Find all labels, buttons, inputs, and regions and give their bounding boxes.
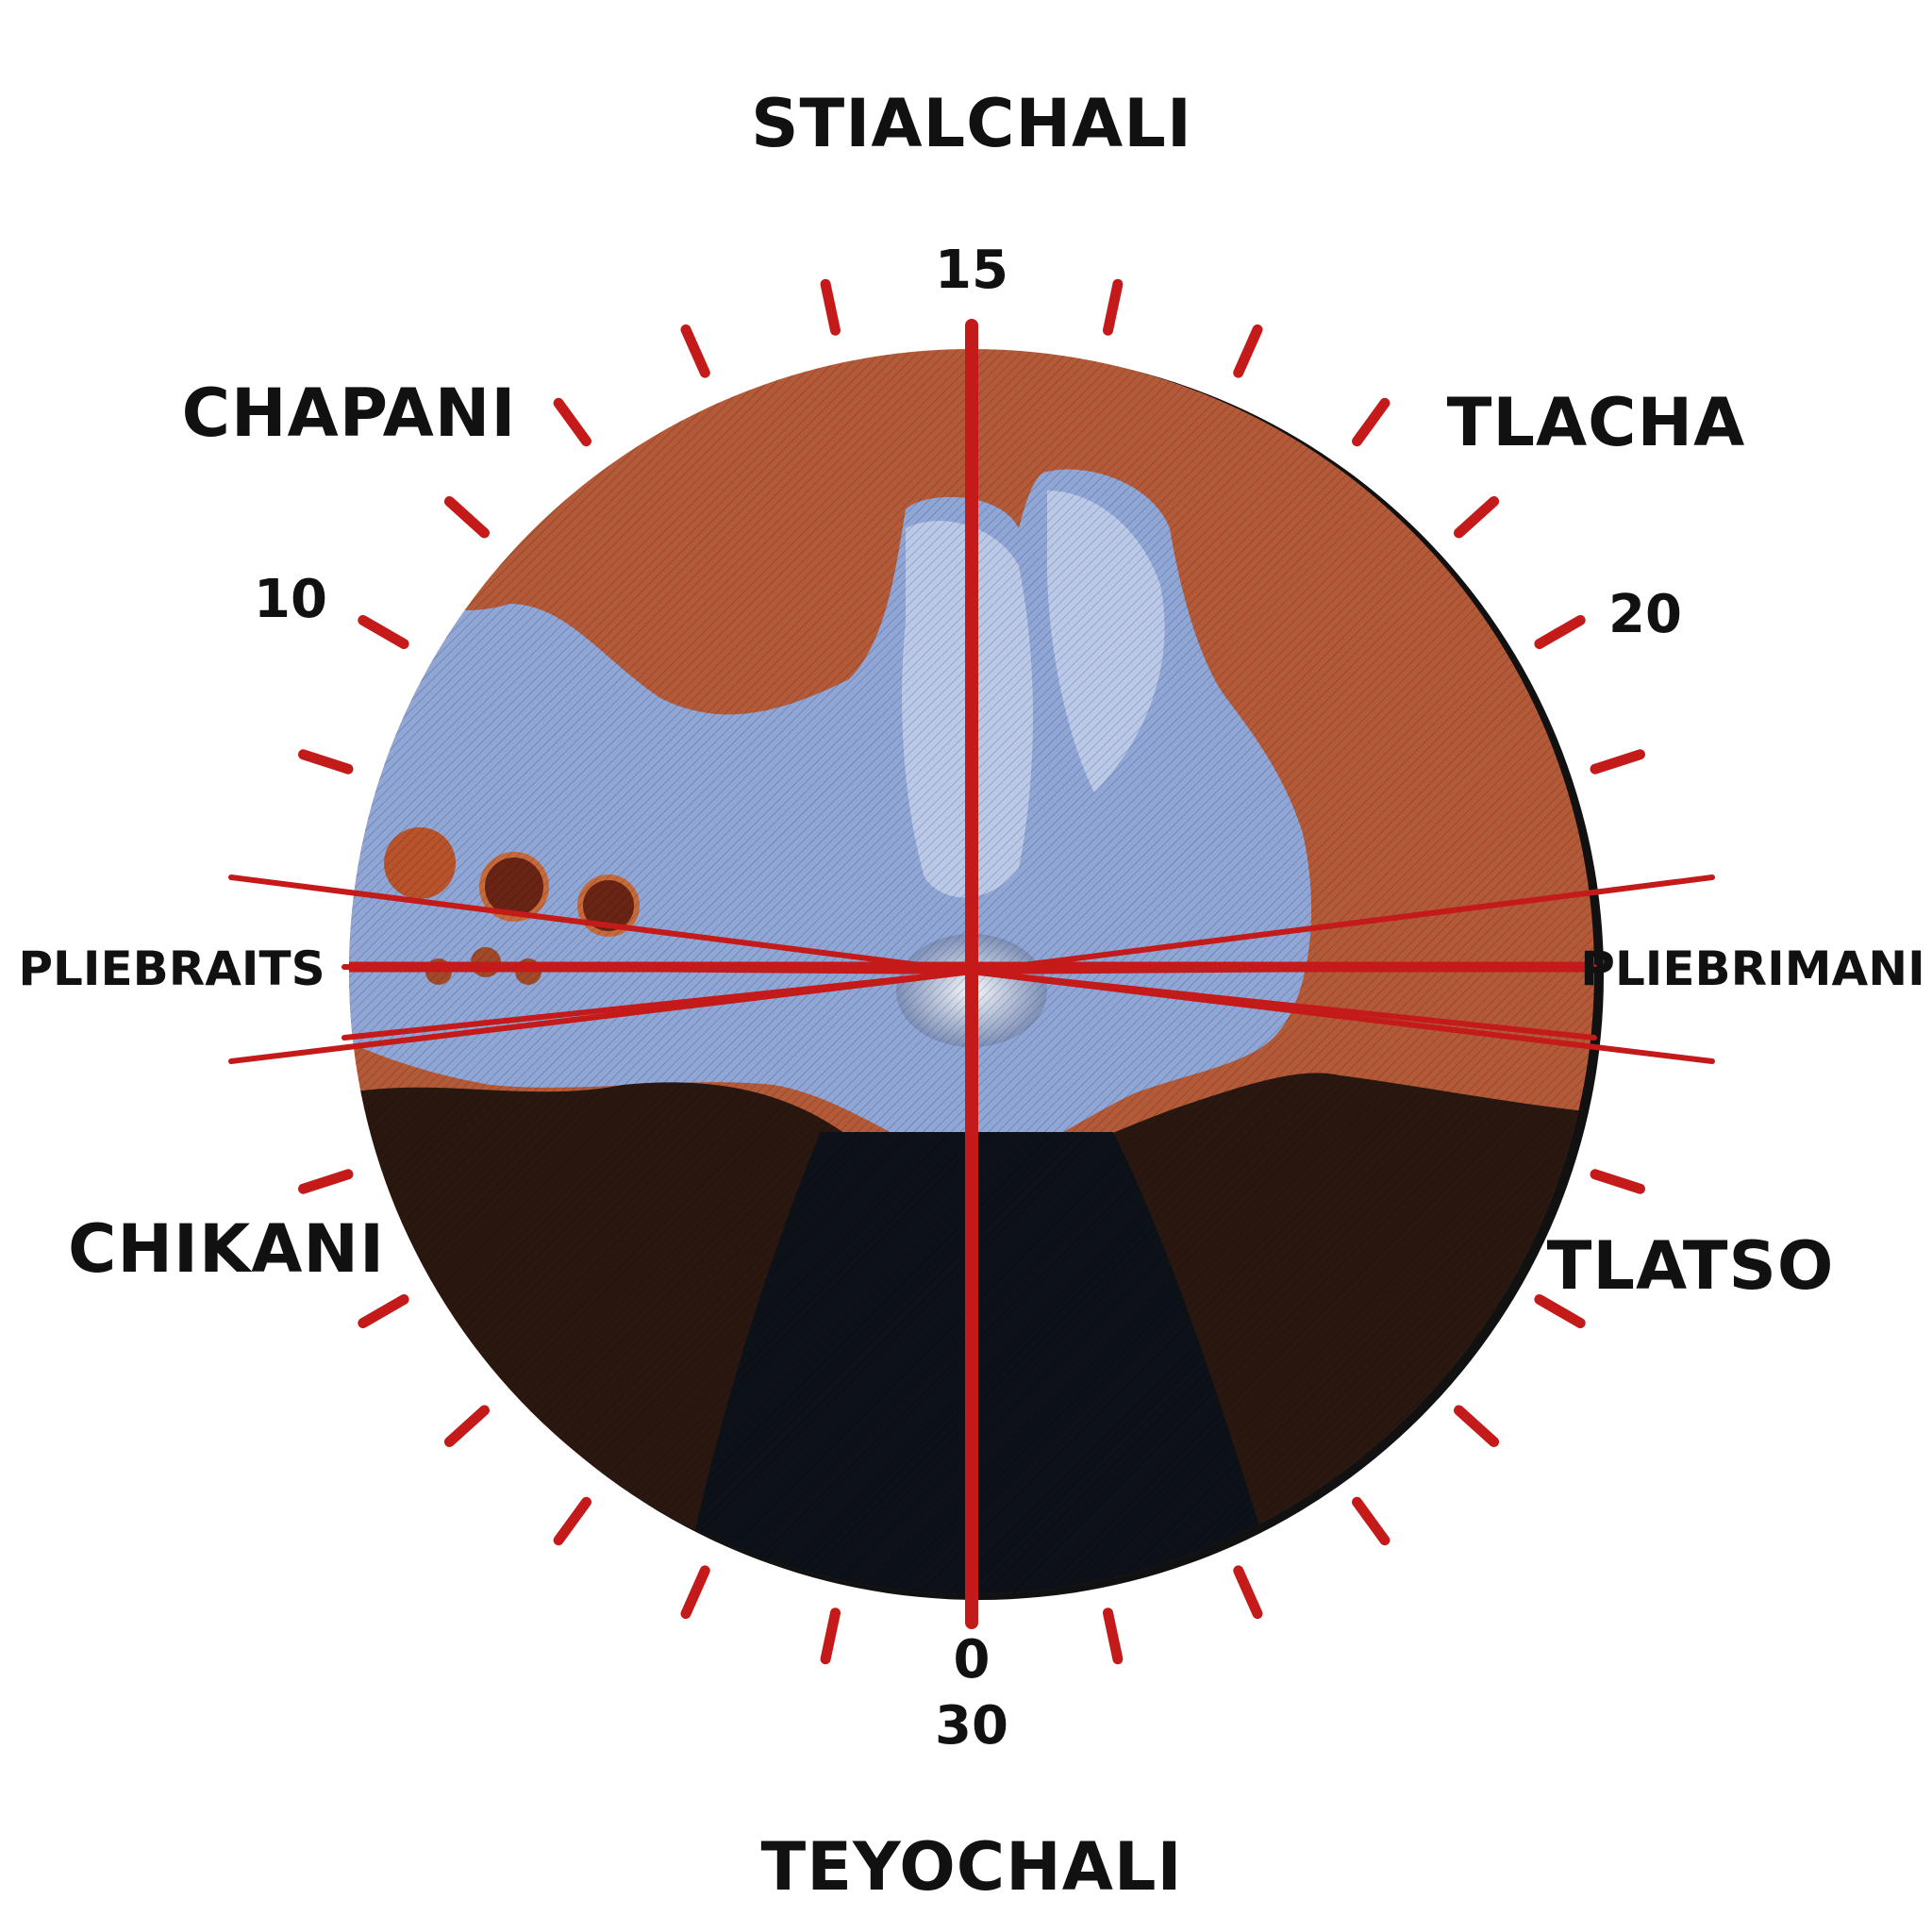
dial-tick (1352, 397, 1391, 447)
dial-tick (298, 1169, 354, 1194)
hour-number-top: 15 (935, 240, 1008, 301)
dial-tick (358, 615, 409, 649)
dial-tick (680, 324, 710, 378)
dial-tick (1352, 1496, 1391, 1546)
hour-number-left: 10 (254, 569, 327, 630)
dial-tick (1454, 496, 1500, 539)
dial-tick (1103, 278, 1124, 336)
dial-tick (358, 1294, 409, 1328)
label-north: STIALCHALI (751, 85, 1192, 162)
label-east: PLIEBRIMANI (1580, 941, 1924, 996)
dial-tick (1233, 324, 1263, 378)
dial-tick (1590, 749, 1645, 774)
label-west: PLIEBRAITS (18, 941, 325, 996)
hour-number-bottom-inner: 0 (954, 1629, 991, 1690)
dial-tick (553, 397, 591, 447)
dial-tick (298, 749, 354, 774)
dial-tick (820, 278, 841, 336)
dial-tick (553, 1496, 591, 1546)
horizon-ray (228, 874, 974, 974)
dial-tick (1103, 1607, 1124, 1665)
horizon-ray (969, 969, 1597, 1041)
dial-tick (1590, 1169, 1645, 1194)
dial-tick (443, 496, 490, 539)
dial-tick (1534, 1294, 1586, 1328)
label-southwest: CHIKANI (68, 1210, 385, 1288)
dial-tick (680, 1565, 710, 1620)
hour-number-bottom-outer: 30 (935, 1695, 1008, 1757)
dial-tick (1233, 1565, 1263, 1620)
dial-tick (1454, 1405, 1500, 1447)
dial-tick (820, 1607, 841, 1665)
horizon-ray (969, 874, 1715, 974)
label-northwest: CHAPANI (182, 375, 517, 452)
horizon-ray (341, 969, 974, 1041)
hour-number-right: 20 (1608, 584, 1682, 645)
dial-tick (1534, 615, 1586, 649)
label-south: TEYOCHALI (760, 1828, 1182, 1906)
dial-tick (443, 1405, 490, 1447)
dial-tick-marks (298, 278, 1645, 1665)
label-northeast: TLACHA (1447, 384, 1746, 461)
label-southeast: TLATSO (1547, 1227, 1835, 1305)
